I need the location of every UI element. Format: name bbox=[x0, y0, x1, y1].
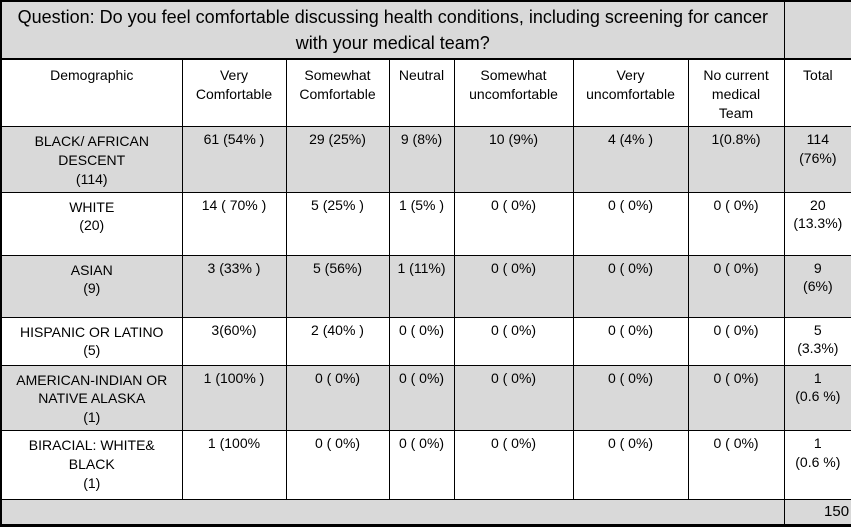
header-neutral: Neutral bbox=[388, 58, 455, 127]
demographic-cell: BLACK/ AFRICAN DESCENT (114) bbox=[0, 125, 183, 193]
header-no-current-medical-team: No current medical Team bbox=[687, 58, 785, 127]
question-row-spacer-cell bbox=[783, 0, 851, 61]
data-cell: 0 ( 0%) bbox=[687, 364, 785, 432]
data-cell: 0 ( 0%) bbox=[687, 254, 785, 318]
grand-total-spacer-cell bbox=[0, 499, 785, 527]
data-cell: 0 ( 0%) bbox=[453, 254, 574, 318]
data-cell: 0 ( 0%) bbox=[453, 316, 574, 366]
header-total: Total bbox=[783, 58, 851, 127]
data-cell: 5 (25% ) bbox=[285, 191, 390, 256]
data-cell: 4 (4% ) bbox=[572, 125, 689, 193]
data-cell: 2 (40% ) bbox=[285, 316, 390, 366]
data-cell: 0 ( 0%) bbox=[572, 191, 689, 256]
data-cell: 0 ( 0%) bbox=[572, 430, 689, 501]
data-cell: 0 ( 0%) bbox=[285, 430, 390, 501]
data-cell: 3 (33% ) bbox=[181, 254, 287, 318]
data-cell: 1 (100% ) bbox=[181, 364, 287, 432]
grand-total-value: 150 bbox=[783, 499, 851, 527]
data-cell: 0 ( 0%) bbox=[572, 364, 689, 432]
demographic-cell: AMERICAN-INDIAN OR NATIVE ALASKA (1) bbox=[0, 364, 183, 432]
table-row-white: WHITE (20) 14 ( 70% ) 5 (25% ) 1 (5% ) 0… bbox=[0, 191, 851, 256]
data-cell: 0 ( 0%) bbox=[453, 430, 574, 501]
demographic-cell: BIRACIAL: WHITE& BLACK (1) bbox=[0, 430, 183, 501]
data-cell: 1 (5% ) bbox=[388, 191, 455, 256]
data-cell: 1(0.8%) bbox=[687, 125, 785, 193]
row-total-cell: 5 (3.3%) bbox=[783, 316, 851, 366]
row-total-cell: 1 (0.6 %) bbox=[783, 364, 851, 432]
demographic-cell: ASIAN (9) bbox=[0, 254, 183, 318]
data-cell: 0 ( 0%) bbox=[388, 316, 455, 366]
header-demographic: Demographic bbox=[0, 58, 183, 127]
row-total-cell: 20 (13.3%) bbox=[783, 191, 851, 256]
data-cell: 29 (25%) bbox=[285, 125, 390, 193]
header-very-comfortable: Very Comfortable bbox=[181, 58, 287, 127]
question-title: Question: Do you feel comfortable discus… bbox=[0, 0, 785, 61]
header-very-uncomfortable: Very uncomfortable bbox=[572, 58, 689, 127]
data-cell: 0 ( 0%) bbox=[388, 364, 455, 432]
data-cell: 0 ( 0%) bbox=[687, 191, 785, 256]
data-cell: 5 (56%) bbox=[285, 254, 390, 318]
demographic-cell: WHITE (20) bbox=[0, 191, 183, 256]
data-cell: 3(60%) bbox=[181, 316, 287, 366]
data-cell: 0 ( 0%) bbox=[572, 316, 689, 366]
row-total-cell: 114 (76%) bbox=[783, 125, 851, 193]
table-row-black-african-descent: BLACK/ AFRICAN DESCENT (114) 61 (54% ) 2… bbox=[0, 125, 851, 193]
data-cell: 1 (100% bbox=[181, 430, 287, 501]
data-cell: 9 (8%) bbox=[388, 125, 455, 193]
header-somewhat-comfortable: Somewhat Comfortable bbox=[285, 58, 390, 127]
demographic-cell: HISPANIC OR LATINO (5) bbox=[0, 316, 183, 366]
table-row-asian: ASIAN (9) 3 (33% ) 5 (56%) 1 (11%) 0 ( 0… bbox=[0, 254, 851, 318]
grand-total-row: 150 bbox=[0, 499, 851, 527]
header-somewhat-uncomfortable: Somewhat uncomfortable bbox=[453, 58, 574, 127]
data-cell: 0 ( 0%) bbox=[687, 430, 785, 501]
question-row: Question: Do you feel comfortable discus… bbox=[0, 0, 851, 61]
data-cell: 0 ( 0%) bbox=[687, 316, 785, 366]
data-cell: 10 (9%) bbox=[453, 125, 574, 193]
data-cell: 14 ( 70% ) bbox=[181, 191, 287, 256]
row-total-cell: 9 (6%) bbox=[783, 254, 851, 318]
row-total-cell: 1 (0.6 %) bbox=[783, 430, 851, 501]
data-cell: 61 (54% ) bbox=[181, 125, 287, 193]
data-cell: 0 ( 0%) bbox=[453, 364, 574, 432]
column-header-row: Demographic Very Comfortable Somewhat Co… bbox=[0, 58, 851, 127]
data-cell: 0 ( 0%) bbox=[453, 191, 574, 256]
data-cell: 0 ( 0%) bbox=[572, 254, 689, 318]
table-row-biracial-white-black: BIRACIAL: WHITE& BLACK (1) 1 (100% 0 ( 0… bbox=[0, 430, 851, 501]
table-row-american-indian-native-alaska: AMERICAN-INDIAN OR NATIVE ALASKA (1) 1 (… bbox=[0, 364, 851, 432]
table-row-hispanic-or-latino: HISPANIC OR LATINO (5) 3(60%) 2 (40% ) 0… bbox=[0, 316, 851, 366]
data-cell: 0 ( 0%) bbox=[285, 364, 390, 432]
data-cell: 0 ( 0%) bbox=[388, 430, 455, 501]
data-cell: 1 (11%) bbox=[388, 254, 455, 318]
